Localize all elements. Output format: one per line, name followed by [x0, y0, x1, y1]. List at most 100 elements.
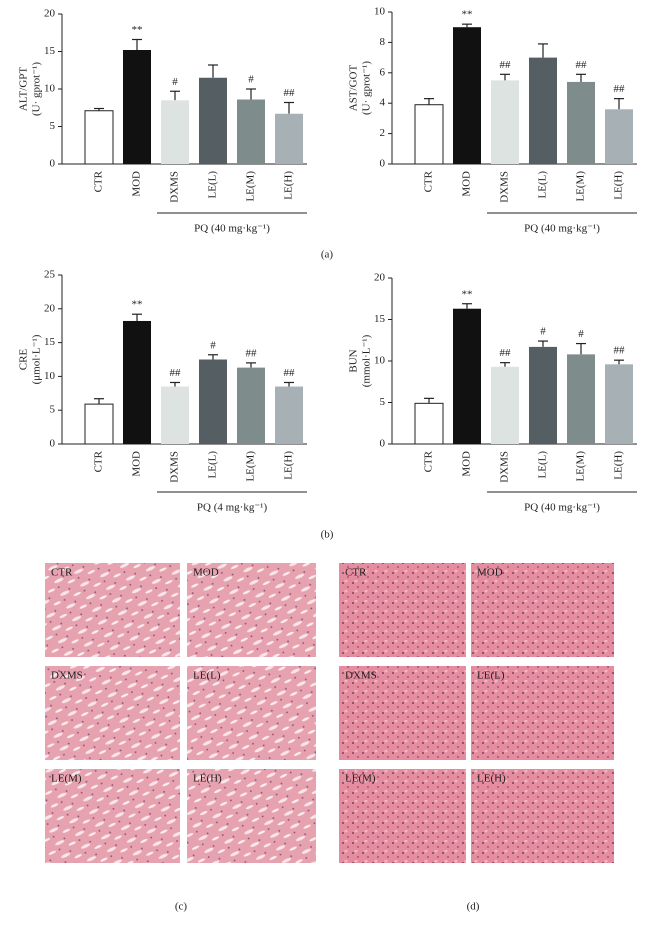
y-tick-label: 20: [44, 302, 56, 314]
x-tick-label: LE(H): [613, 171, 625, 200]
x-tick-label: MOD: [131, 171, 143, 197]
histology-image: [339, 666, 466, 760]
significance: #: [210, 339, 216, 351]
image-label: CTR: [345, 567, 367, 579]
significance: #: [248, 74, 254, 86]
x-tick-label: LE(M): [575, 451, 587, 482]
histology-image: [339, 769, 466, 863]
y-axis-label: CRE: [18, 349, 30, 371]
bar: [199, 77, 227, 164]
significance: ##: [284, 87, 296, 99]
x-tick-label: DXMS: [169, 171, 181, 203]
y-tick-label: 8: [380, 36, 386, 48]
bar: [84, 403, 114, 445]
histology-image: [45, 563, 180, 657]
x-tick-label: LE(L): [207, 171, 219, 199]
panel-label: (b): [321, 529, 334, 541]
y-tick-label: 5: [380, 396, 386, 408]
bar: [161, 100, 189, 164]
y-tick-label: 15: [44, 45, 56, 57]
y-axis-label: (U· gprot⁻¹): [361, 61, 373, 115]
y-tick-label: 0: [380, 438, 386, 450]
bar: [237, 99, 265, 164]
y-axis-label: AST/GOT: [348, 65, 360, 112]
group-label: PQ (40 mg·kg⁻¹): [524, 223, 600, 235]
y-tick-label: 0: [380, 158, 386, 170]
significance: ##: [500, 59, 512, 71]
x-tick-label: DXMS: [499, 171, 511, 203]
image-label: LE(M): [51, 773, 82, 785]
x-tick-label: LE(L): [537, 171, 549, 199]
significance: ##: [170, 367, 182, 379]
image-label: LE(L): [477, 670, 505, 682]
x-tick-label: CTR: [93, 450, 105, 472]
bar: [275, 113, 303, 164]
image-label: LE(L): [193, 670, 221, 682]
x-tick-label: CTR: [93, 170, 105, 192]
y-tick-label: 10: [44, 370, 56, 382]
image-label: LE(H): [193, 773, 222, 785]
y-tick-label: 6: [380, 66, 386, 78]
histology-image: [339, 563, 466, 657]
x-tick-label: LE(H): [283, 451, 295, 480]
image-label: MOD: [477, 567, 503, 579]
y-tick-label: 4: [380, 97, 386, 109]
bar: [237, 367, 265, 444]
bar: [84, 110, 114, 165]
histology-image: [187, 563, 316, 657]
bar: [414, 104, 444, 165]
significance: #: [578, 328, 584, 340]
y-tick-label: 2: [380, 127, 386, 139]
y-axis-label: ALT/GPT: [18, 67, 30, 111]
bar: [529, 346, 557, 444]
bar: [275, 386, 303, 444]
x-tick-label: LE(M): [245, 451, 257, 482]
significance: ##: [284, 367, 296, 379]
x-tick-label: LE(M): [245, 171, 257, 202]
x-tick-label: LE(L): [537, 451, 549, 479]
y-axis-label: (μmol·L⁻¹): [31, 334, 43, 384]
x-tick-label: CTR: [423, 450, 435, 472]
x-tick-label: LE(M): [575, 171, 587, 202]
significance: **: [462, 288, 473, 300]
x-tick-label: DXMS: [169, 451, 181, 483]
bar: [567, 354, 595, 444]
image-label: LE(M): [345, 773, 376, 785]
significance: **: [462, 9, 473, 21]
group-label: PQ (40 mg·kg⁻¹): [194, 223, 270, 235]
bar: [491, 80, 519, 164]
y-axis-label: (U· gprot⁻¹): [31, 62, 43, 116]
y-tick-label: 10: [374, 355, 386, 367]
y-tick-label: 20: [374, 272, 386, 284]
y-tick-label: 5: [50, 120, 56, 132]
y-tick-label: 10: [44, 83, 56, 95]
significance: ##: [576, 59, 588, 71]
y-tick-label: 15: [374, 313, 386, 325]
histology-image: [187, 769, 316, 863]
x-tick-label: CTR: [423, 170, 435, 192]
x-tick-label: LE(H): [613, 451, 625, 480]
y-axis-label: (mmol·L⁻¹): [361, 334, 373, 387]
bar: [123, 320, 151, 444]
significance: **: [132, 299, 143, 311]
y-axis-label: BUN: [348, 349, 360, 372]
significance: ##: [500, 347, 512, 359]
histology-image: [471, 563, 614, 657]
bar: [161, 386, 189, 444]
bar: [567, 81, 595, 164]
y-tick-label: 5: [50, 404, 56, 416]
panel-label: (d): [467, 901, 480, 913]
histology-image: [45, 666, 180, 760]
group-label: PQ (4 mg·kg⁻¹): [197, 502, 268, 514]
y-tick-label: 20: [44, 8, 56, 20]
histology-image: [471, 666, 614, 760]
significance: **: [132, 24, 143, 36]
x-tick-label: LE(H): [283, 171, 295, 200]
bar: [529, 57, 557, 164]
x-tick-label: MOD: [461, 451, 473, 477]
x-tick-label: DXMS: [499, 451, 511, 483]
bar: [453, 27, 481, 165]
bar: [414, 402, 444, 445]
